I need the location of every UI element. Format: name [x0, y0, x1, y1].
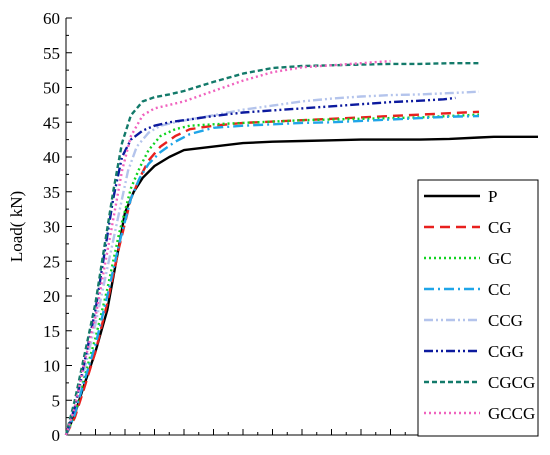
y-tick-label: 30	[43, 218, 60, 237]
y-tick-label: 25	[43, 252, 60, 271]
y-tick-label: 15	[43, 322, 60, 341]
series-line-cc	[64, 114, 480, 436]
y-tick-label: 45	[43, 113, 60, 132]
series-line-ccg	[64, 90, 480, 436]
y-tick-label: 5	[52, 391, 61, 410]
y-axis-title: Load( kN)	[7, 191, 26, 262]
y-tick-label: 35	[43, 183, 60, 202]
legend-label-ccg: CCG	[488, 311, 523, 330]
series-line-cgcg	[64, 62, 479, 436]
series-lines	[64, 59, 538, 436]
legend: P CG GC CC CCG CGG CGCG GCCG	[417, 179, 539, 437]
y-tick-label: 0	[52, 426, 61, 445]
y-tick-label: 55	[43, 44, 60, 63]
series-line-cg	[64, 110, 480, 436]
legend-box	[417, 179, 539, 437]
axes: 0 5 10 15 20 25 30 35 40 45 50 55 60	[43, 9, 539, 445]
legend-label-cgcg: CGCG	[488, 373, 535, 392]
series-line-cgg	[64, 96, 456, 436]
series-line-gc	[64, 113, 480, 436]
y-tick-label: 20	[43, 287, 60, 306]
y-tick-label: 50	[43, 79, 60, 98]
y-tick-label: 10	[43, 357, 60, 376]
series-line-gccg	[64, 59, 391, 436]
legend-label-p: P	[488, 187, 497, 206]
legend-label-cg: CG	[488, 218, 512, 237]
y-tick-label: 40	[43, 148, 60, 167]
legend-label-gccg: GCCG	[488, 404, 535, 423]
series-line-p	[64, 135, 538, 436]
y-tick-label: 60	[43, 9, 60, 28]
legend-label-cc: CC	[488, 280, 511, 299]
legend-label-gc: GC	[488, 249, 512, 268]
legend-label-cgg: CGG	[488, 342, 524, 361]
